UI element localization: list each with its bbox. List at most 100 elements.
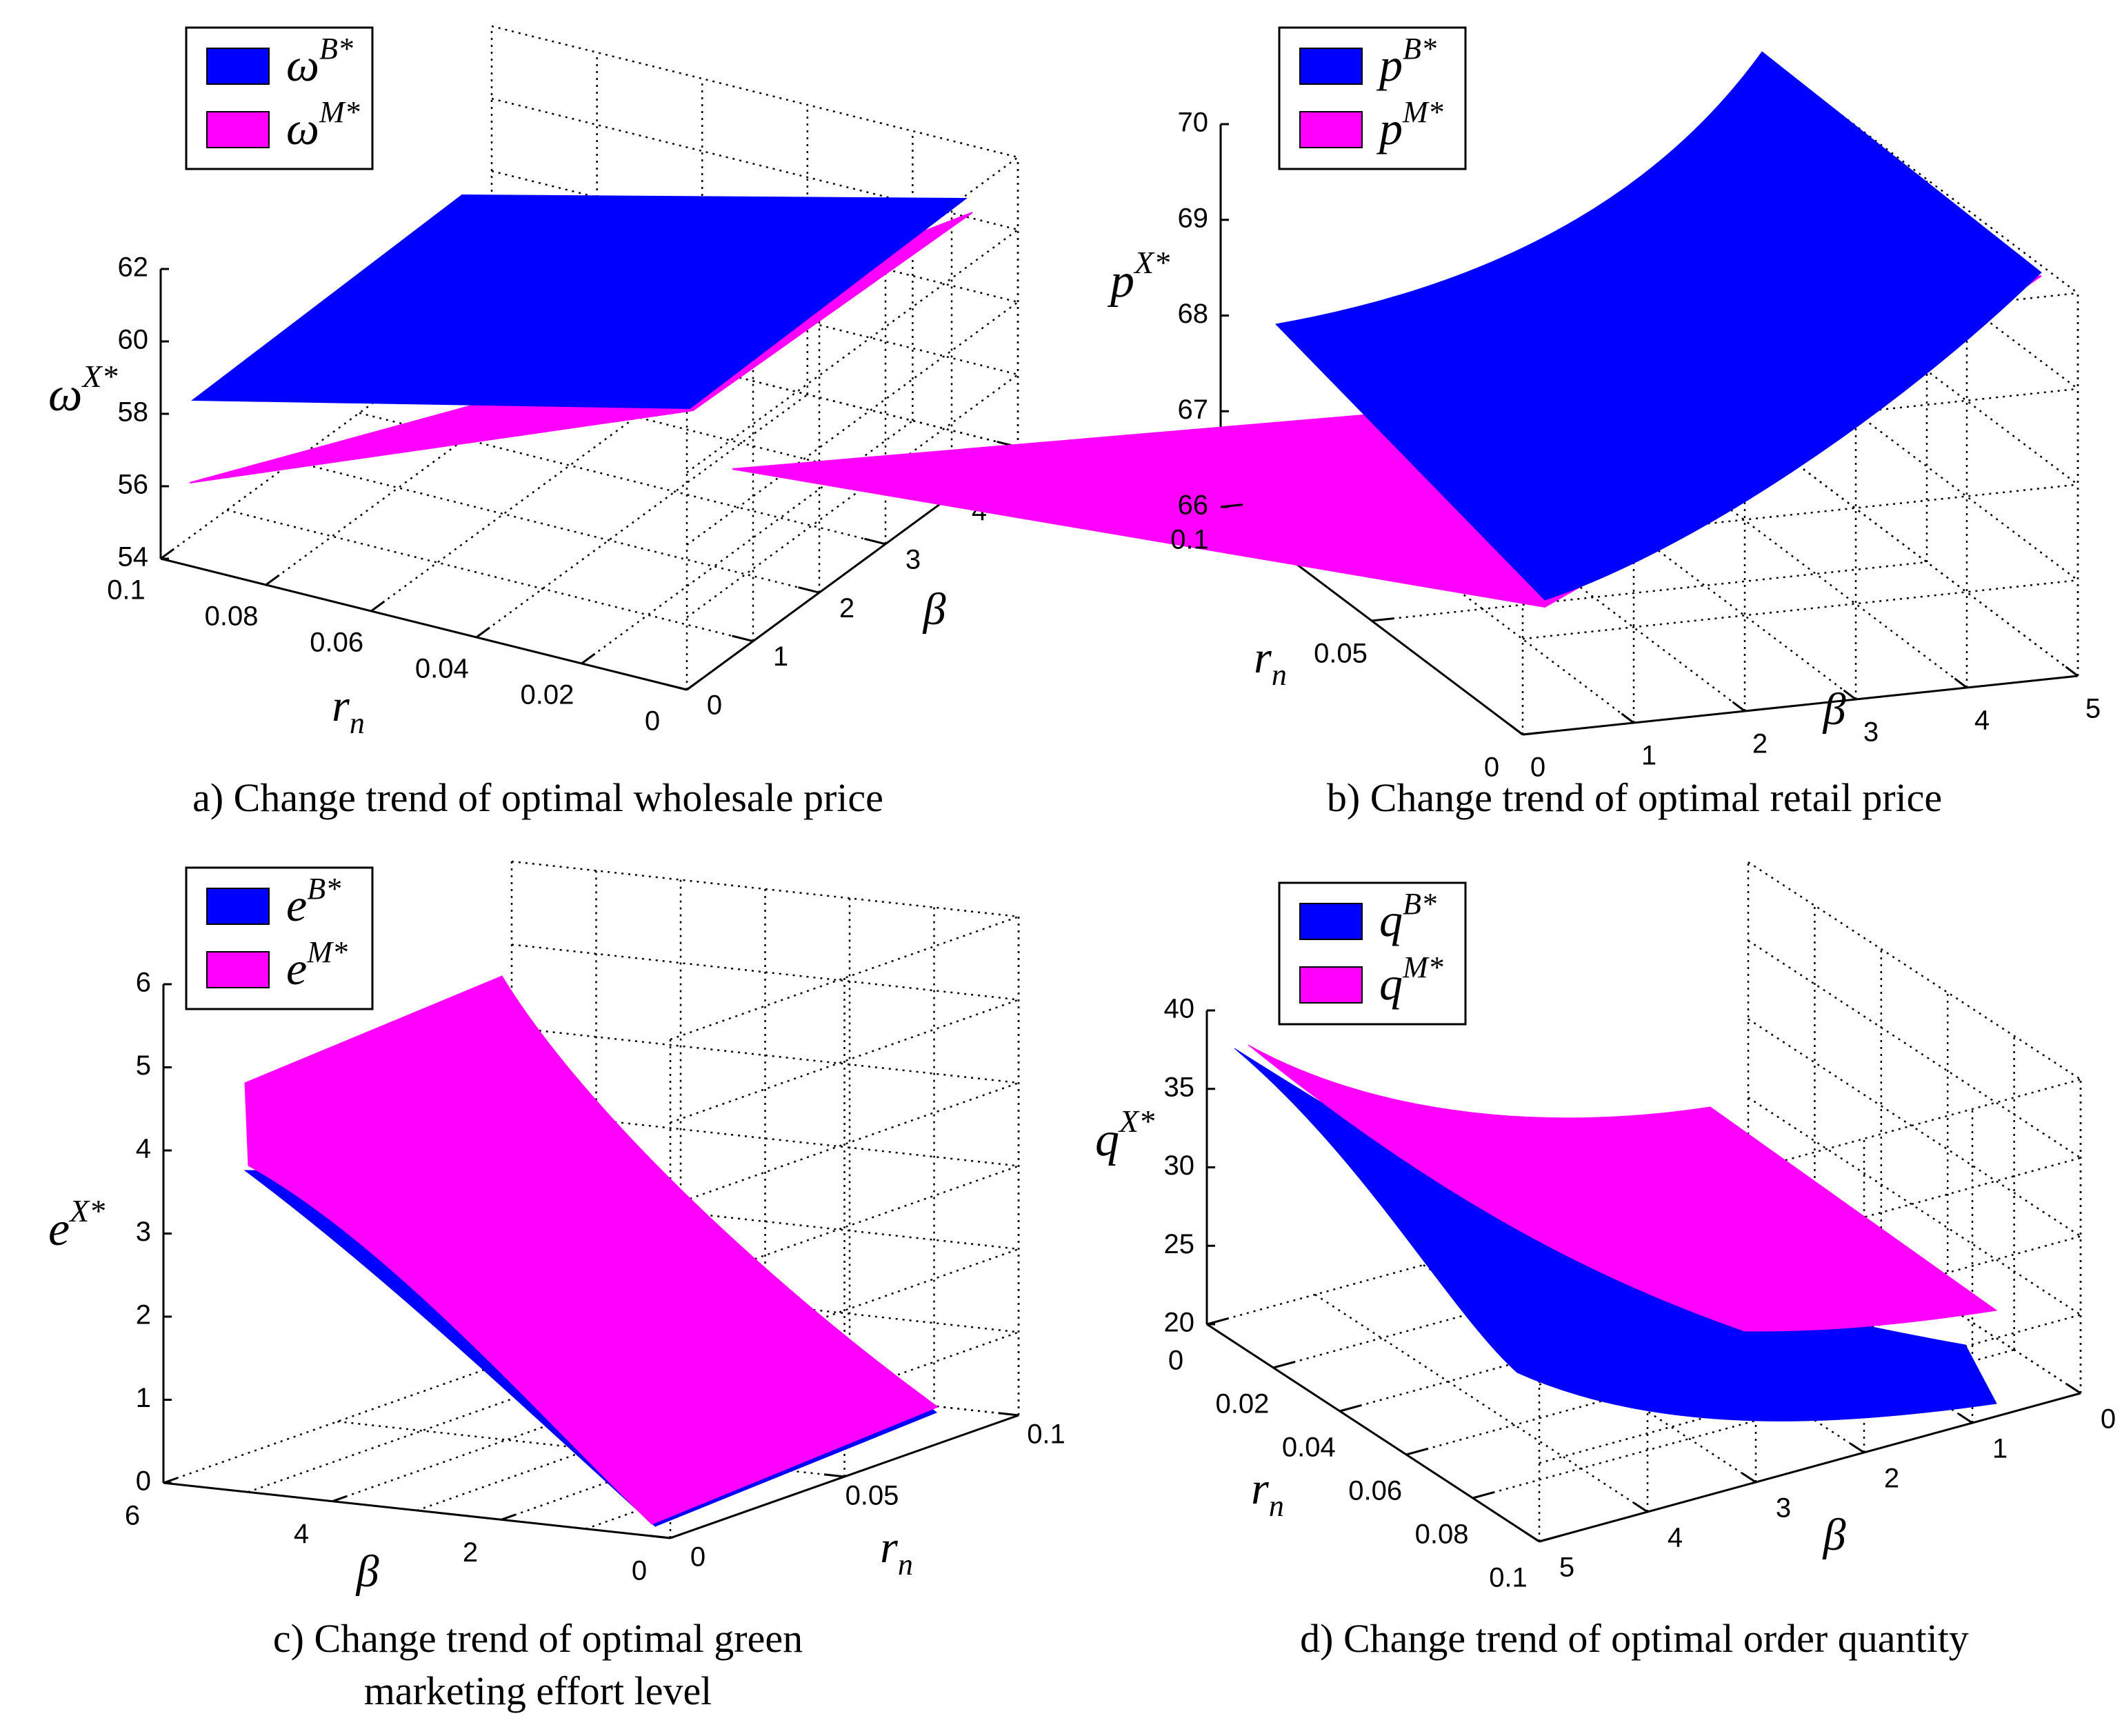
- axis-tick-mark: [1633, 1502, 1648, 1513]
- axis-tick-label: 0.06: [1348, 1476, 1402, 1506]
- z-axis-label-base: q: [1095, 1113, 1119, 1166]
- beta-axis-label: β: [1822, 684, 1846, 735]
- beta-axis-line: [1522, 675, 2079, 736]
- axis-tick-label: 0.08: [205, 601, 259, 632]
- legend-label-B: qB*: [1379, 887, 1437, 946]
- legend-swatch-B: [206, 888, 270, 925]
- beta-axis-label: β: [1822, 1510, 1846, 1560]
- legend-label-B: pB*: [1377, 32, 1437, 91]
- rn-axis-label-sub: n: [898, 1548, 913, 1582]
- axis-tick-label: 0.02: [1215, 1389, 1269, 1419]
- wall-grid-line: [1775, 448, 2079, 677]
- legend-swatch-B: [1299, 48, 1363, 85]
- z-tick-label: 2: [136, 1300, 151, 1330]
- legend-label-sup: M*: [319, 95, 360, 129]
- rn-axis-label: rn: [332, 681, 365, 740]
- axis-tick-label: 0.1: [1170, 525, 1209, 555]
- panel-caption: c) Change trend of optimal green marketin…: [273, 1616, 803, 1713]
- z-axis-label-base: ω: [48, 368, 82, 421]
- legend-swatch-M: [206, 951, 270, 988]
- axis-tick-label: 6: [125, 1501, 140, 1531]
- z-axis-label-base: p: [1107, 255, 1134, 308]
- z-tick-label: 25: [1164, 1229, 1195, 1259]
- wall-grid-line: [1748, 939, 2081, 1159]
- z-axis-label-base: e: [48, 1203, 70, 1256]
- z-axis-label-sup: X*: [1118, 1104, 1154, 1139]
- axis-tick-mark: [998, 1412, 1019, 1417]
- surface-M: [189, 212, 973, 483]
- axis-tick-label: 2: [1884, 1464, 1899, 1494]
- axis-tick-mark: [1371, 617, 1394, 622]
- rn-axis-label-base: r: [1254, 632, 1272, 683]
- axis-tick-label: 4: [1668, 1523, 1683, 1553]
- z-tick-label: 66: [1178, 490, 1209, 521]
- axis-tick-label: 1: [1641, 741, 1656, 771]
- axis-tick-mark: [1206, 1317, 1229, 1326]
- axis-tick-mark: [2065, 666, 2079, 677]
- surface-B: [191, 194, 968, 410]
- axis-tick-label: 3: [1776, 1493, 1791, 1524]
- wall-grid-line: [491, 170, 1019, 303]
- legend-label-base: p: [1377, 39, 1403, 91]
- legend: pB*pM*: [1278, 26, 1467, 170]
- z-tick-label: 30: [1164, 1150, 1195, 1181]
- axis-tick-label: 0.04: [415, 654, 469, 684]
- z-tick-label: 5: [136, 1050, 151, 1081]
- axis-tick-label: 2: [839, 593, 854, 623]
- legend-swatch-B: [1299, 903, 1363, 940]
- legend-label-M: qM*: [1379, 950, 1443, 1010]
- axis-tick-mark: [1522, 731, 1545, 736]
- z-axis-label: eX*: [48, 1193, 105, 1256]
- axis-tick-mark: [265, 574, 280, 586]
- z-tick-label: 62: [118, 252, 149, 283]
- z-tick-label: 40: [1164, 994, 1195, 1024]
- axis-tick-mark: [864, 537, 886, 546]
- legend-label-B: ωB*: [286, 32, 353, 91]
- floor-grid-line: [581, 419, 914, 665]
- z-axis-label: pX*: [1107, 245, 1170, 308]
- panel-d: 20 25 30 35 40 0 0.02 0.04 0.06 0.08 0.1 5 4 3 2 1 0 rn β q…: [1095, 861, 2116, 1661]
- axis-tick-label: 0.05: [1314, 639, 1368, 669]
- panel-caption: b) Change trend of optimal retail price: [1327, 775, 1942, 820]
- legend-label-sup: B*: [1403, 32, 1437, 66]
- axis-tick-label: 1: [773, 641, 788, 672]
- legend-label-M: ωM*: [286, 95, 360, 154]
- surface-M: [244, 975, 939, 1525]
- beta-axis-line: [1539, 1392, 2081, 1543]
- rn-axis-label: rn: [1254, 632, 1287, 692]
- axis-tick-label: 4: [294, 1519, 309, 1549]
- axis-tick-mark: [686, 679, 701, 691]
- axis-tick-mark: [1958, 1413, 1973, 1424]
- z-tick-label: 58: [118, 397, 149, 428]
- axis-tick-mark: [1539, 1534, 1561, 1543]
- axis-tick-mark: [1405, 1447, 1428, 1456]
- axis-tick-mark: [1741, 1473, 1756, 1484]
- axis-tick-label: 0.1: [1027, 1419, 1065, 1450]
- axis-tick-label: 3: [1863, 717, 1879, 748]
- rn-axis-label: rn: [1251, 1464, 1284, 1523]
- wall-grid-line: [1748, 861, 2081, 1081]
- axis-tick-mark: [1954, 677, 1968, 689]
- legend: ωB*ωM*: [185, 26, 374, 170]
- legend-label-base: ω: [286, 39, 319, 91]
- axis-tick-label: 2: [463, 1537, 478, 1568]
- axis-tick-mark: [823, 1473, 845, 1478]
- z-tick-label: 0: [136, 1466, 151, 1497]
- axis-tick-mark: [1220, 503, 1243, 508]
- axis-tick-mark: [501, 1513, 516, 1521]
- wall-grid-line: [491, 97, 1019, 231]
- rn-axis-label-base: r: [332, 681, 350, 731]
- rn-axis-label-sub: n: [350, 706, 365, 740]
- axis-tick-label: 5: [1559, 1553, 1574, 1583]
- z-tick-label: 68: [1178, 299, 1209, 329]
- axis-tick-label: 0: [645, 706, 660, 737]
- surface-B: [1274, 51, 2042, 601]
- legend-swatch-M: [1299, 111, 1363, 148]
- z-tick-label: 54: [118, 542, 149, 572]
- axis-tick-mark: [160, 548, 175, 560]
- legend-label-base: q: [1379, 957, 1403, 1010]
- axis-tick-label: 0.1: [1489, 1563, 1528, 1593]
- axis-tick-mark: [650, 1535, 671, 1539]
- axis-tick-mark: [581, 652, 596, 665]
